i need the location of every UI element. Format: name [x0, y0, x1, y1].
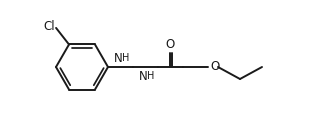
Text: H: H	[147, 71, 154, 81]
Text: N: N	[114, 51, 123, 64]
Text: O: O	[166, 38, 175, 51]
Text: N: N	[139, 70, 148, 83]
Text: O: O	[210, 60, 219, 74]
Text: H: H	[122, 53, 129, 63]
Text: Cl: Cl	[44, 21, 55, 34]
